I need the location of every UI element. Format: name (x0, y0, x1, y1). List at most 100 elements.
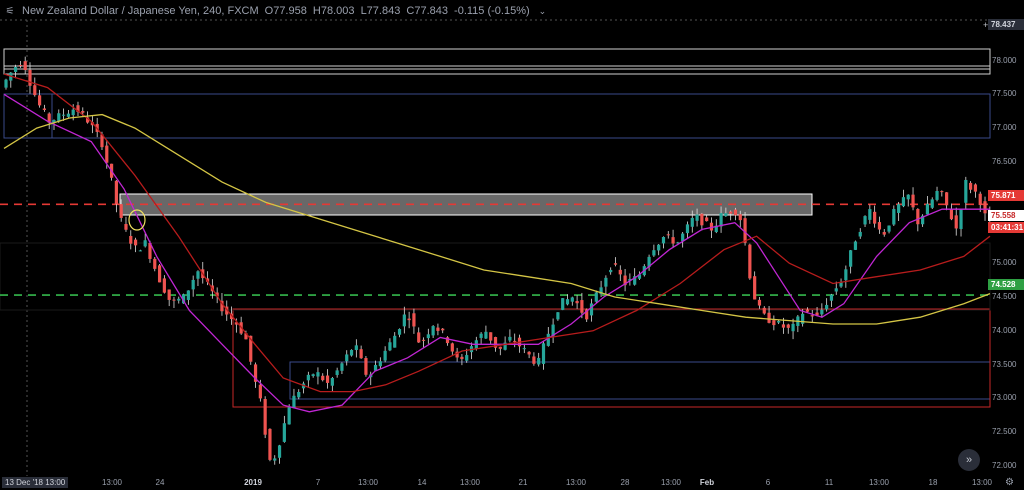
candle-body (287, 407, 291, 425)
candle-body (167, 289, 171, 300)
candle-body (489, 332, 493, 341)
candle-body (258, 384, 262, 399)
candle-body (81, 111, 85, 113)
price-axis-label: 75.000 (992, 258, 1017, 268)
candle-body (738, 214, 742, 221)
candle-body (556, 312, 560, 320)
candle-body (244, 333, 248, 340)
candle-body (743, 218, 747, 243)
candle-body (66, 113, 70, 117)
candle-body (906, 194, 910, 200)
time-axis-label: 7 (315, 478, 321, 487)
candle-body (959, 209, 963, 229)
candle-body (85, 117, 90, 123)
candle-body (839, 282, 843, 287)
candle-body (613, 263, 618, 265)
candle-body (916, 208, 920, 225)
candle-body (421, 339, 426, 341)
open-value: O77.958 (264, 5, 307, 17)
price-axis-label: 77.000 (992, 123, 1017, 133)
candle-body (479, 333, 483, 338)
gear-icon[interactable]: ⚙ (1005, 477, 1014, 488)
candle-body (450, 343, 454, 352)
candle-body (897, 204, 901, 213)
candle-body (311, 374, 315, 377)
candle-body (791, 323, 795, 332)
candle-body (76, 105, 80, 112)
low-value: L77.843 (360, 5, 401, 17)
candle-body (503, 342, 507, 350)
candle-body (935, 191, 939, 200)
candle-body (733, 209, 738, 216)
candle-body (921, 215, 925, 225)
candle-body (647, 256, 651, 267)
candle-body (705, 217, 709, 222)
candle-body (484, 331, 488, 339)
time-axis-label: 13:00 (459, 478, 481, 487)
candle-body (772, 320, 776, 326)
candle-body (949, 209, 954, 220)
candle-body (71, 109, 75, 116)
candle-body (393, 335, 397, 348)
resistance-box-thin (3, 65, 991, 75)
candle-body (325, 375, 330, 383)
price-axis-label: 74.000 (992, 325, 1017, 335)
candle-body (263, 399, 267, 435)
candle-body (887, 225, 891, 232)
candle-body (23, 61, 27, 71)
candle-body (426, 334, 430, 339)
candle-body (306, 374, 310, 381)
candle-body (973, 184, 978, 192)
candle-body (191, 279, 195, 290)
candle-body (882, 232, 886, 235)
crosshair-time-badge: 13 Dec '18 13:00 (2, 477, 69, 488)
candle-body (61, 114, 66, 116)
candle-body (873, 211, 877, 224)
candle-body (249, 335, 253, 362)
price-axis-label: 72.500 (992, 427, 1017, 437)
slow-moving-average (3, 113, 991, 325)
candle-body (28, 69, 32, 86)
symbol-title[interactable]: New Zealand Dollar / Japanese Yen, 240, … (22, 5, 259, 17)
candle-body (345, 354, 349, 362)
candle-body (604, 277, 608, 287)
candle-body (268, 428, 272, 460)
candle-body (527, 351, 531, 355)
candle-body (273, 458, 277, 461)
price-axis-label: 77.500 (992, 89, 1017, 99)
scroll-to-realtime-button[interactable]: » (958, 449, 980, 471)
time-axis-label: 14 (417, 478, 427, 487)
candle-body (546, 333, 550, 346)
price-axis-label: 73.000 (992, 393, 1017, 403)
chevron-down-icon[interactable]: ⌄ (538, 5, 547, 16)
candle-body (162, 278, 166, 293)
top-price-label: 78.437 (988, 19, 1024, 30)
countdown-tag: 03:41:31 (988, 222, 1024, 233)
candle-body (954, 215, 958, 229)
candle-body (868, 209, 872, 220)
candle-body (829, 294, 834, 301)
candle-body (585, 309, 589, 320)
candle-body (177, 298, 181, 301)
candle-body (119, 204, 123, 218)
candle-body (820, 309, 824, 315)
candle-body (618, 269, 622, 275)
candle-body (709, 222, 714, 231)
candle-body (551, 324, 555, 336)
candle-body (225, 306, 229, 315)
candle-body (690, 217, 694, 227)
candle-body (330, 378, 334, 386)
candle-body (234, 322, 238, 325)
candle-body (253, 364, 258, 382)
price-axis-label: 76.500 (992, 156, 1017, 166)
close-value: C77.843 (406, 5, 448, 17)
candle-body (969, 182, 973, 190)
candle-body (657, 244, 661, 251)
price-axis-label: 74.500 (992, 291, 1017, 301)
plus-icon[interactable]: + (983, 20, 989, 30)
candle-body (441, 328, 445, 331)
chart-candle-icon[interactable]: ⚟ (5, 5, 15, 17)
candle-body (407, 318, 411, 321)
